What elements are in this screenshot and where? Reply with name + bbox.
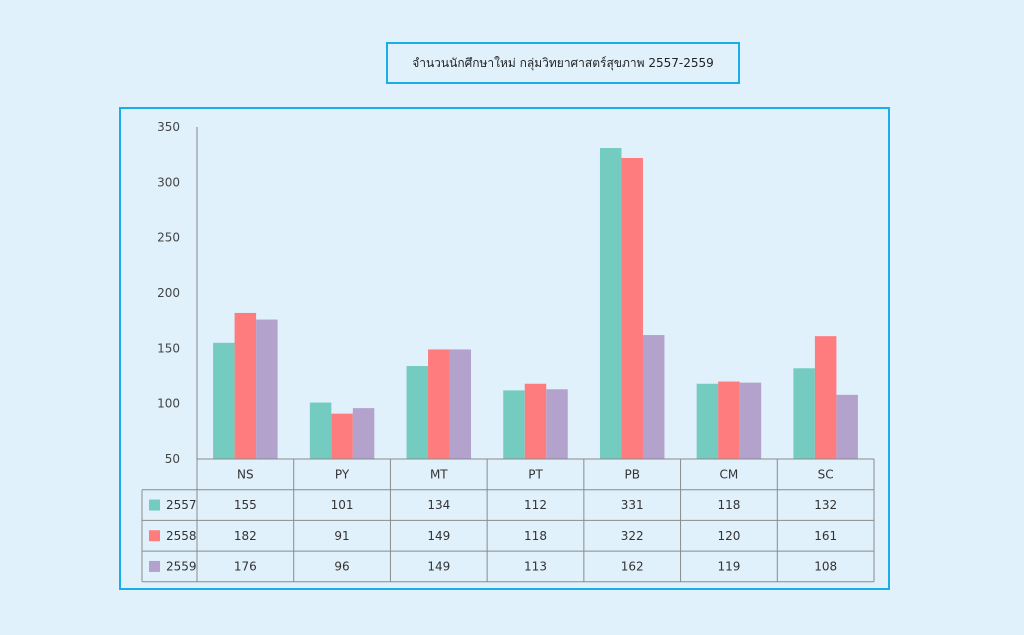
bar-py-2559	[352, 408, 375, 459]
x-category-label: CM	[720, 467, 739, 481]
bar-cm-2558	[718, 381, 740, 459]
legend-label: 2558	[166, 529, 197, 543]
bar-cm-2557	[696, 383, 719, 459]
bar-pb-2558	[621, 157, 643, 459]
x-category-label: MT	[430, 467, 448, 481]
y-tick-label: 150	[157, 341, 180, 355]
x-category-label: PT	[528, 467, 543, 481]
bar-ns-2557	[213, 342, 235, 459]
table-value: 132	[814, 498, 837, 512]
x-category-label: NS	[237, 467, 254, 481]
bar-ns-2559	[256, 319, 278, 459]
legend-label: 2559	[166, 559, 197, 573]
table-value: 149	[427, 529, 450, 543]
bar-pb-2559	[642, 335, 665, 459]
table-value: 120	[717, 529, 740, 543]
table-value: 96	[334, 559, 349, 573]
table-value: 322	[621, 529, 644, 543]
legend-key-2558	[149, 530, 160, 542]
bar-pt-2559	[546, 389, 568, 459]
y-tick-label: 300	[157, 175, 180, 189]
table-value: 119	[717, 559, 740, 573]
bar-py-2557	[309, 402, 332, 459]
table-value: 176	[234, 559, 257, 573]
table-value: 161	[814, 529, 837, 543]
table-value: 118	[717, 498, 740, 512]
table-value: 108	[814, 559, 837, 573]
table-value: 149	[427, 559, 450, 573]
table-value: 155	[234, 498, 257, 512]
bar-pb-2557	[599, 148, 622, 459]
table-value: 331	[621, 498, 644, 512]
y-tick-label: 100	[157, 397, 180, 411]
table-value: 101	[331, 498, 354, 512]
bar-sc-2559	[836, 394, 858, 459]
y-tick-label: 250	[157, 231, 180, 245]
bar-pt-2558	[524, 383, 547, 459]
legend-key-2557	[149, 499, 160, 511]
chart-frame	[119, 107, 890, 590]
x-category-label: PB	[624, 467, 639, 481]
bar-ns-2558	[234, 312, 257, 459]
bar-mt-2559	[449, 349, 472, 459]
table-value: 112	[524, 498, 547, 512]
y-tick-label: 350	[157, 120, 180, 134]
x-category-label: SC	[818, 467, 834, 481]
table-value: 134	[427, 498, 450, 512]
table-value: 162	[621, 559, 644, 573]
x-category-label: PY	[335, 467, 350, 481]
bar-py-2558	[331, 413, 353, 459]
legend-key-2559	[149, 560, 160, 572]
bar-mt-2557	[406, 366, 429, 459]
bar-sc-2558	[814, 336, 837, 459]
table-value: 182	[234, 529, 257, 543]
table-value: 118	[524, 529, 547, 543]
table-value: 91	[334, 529, 349, 543]
y-tick-label: 200	[157, 286, 180, 300]
bar-sc-2557	[793, 368, 815, 459]
chart-title: จำนวนนักศึกษาใหม่ กลุ่มวิทยาศาสตร์สุขภาพ…	[386, 42, 740, 84]
legend-label: 2557	[166, 498, 197, 512]
table-value: 113	[524, 559, 547, 573]
bar-pt-2557	[503, 390, 525, 459]
y-tick-label: 50	[165, 452, 180, 466]
bar-mt-2558	[428, 349, 450, 459]
bar-cm-2559	[739, 382, 762, 459]
